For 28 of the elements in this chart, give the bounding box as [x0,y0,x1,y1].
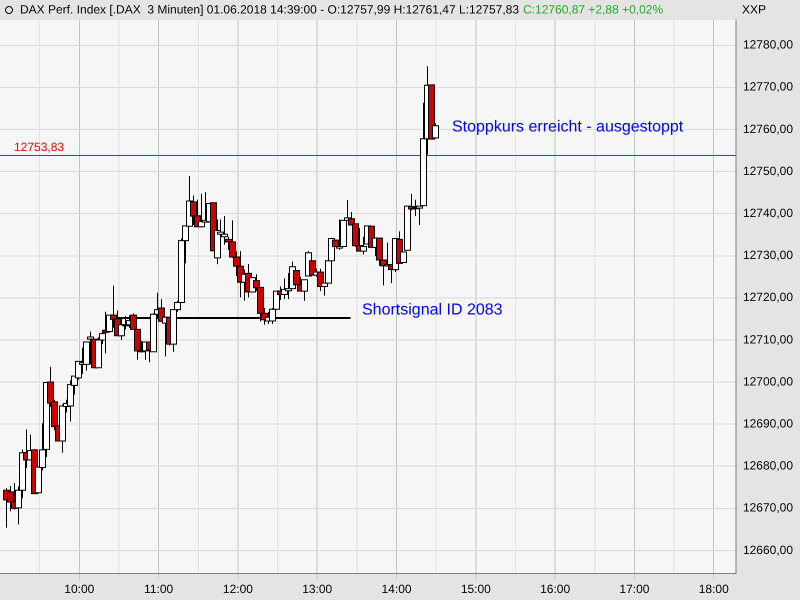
y-tick-label: 12710,00 [742,332,794,346]
y-tick-label: 12690,00 [742,416,794,430]
y-tick-label: 12730,00 [742,248,794,262]
y-tick-label: 12740,00 [742,206,794,220]
x-tick-label: 11:00 [144,582,174,596]
x-tick-label: 15:00 [460,582,492,596]
x-tick-label: 14:00 [382,582,412,596]
annotation: Stoppkurs erreicht - ausgestoppt [452,118,684,136]
x-tick-label: 18:00 [698,582,730,596]
y-tick-label: 12770,00 [742,80,794,94]
y-axis-title: XXP [742,2,766,16]
chart-subtitle: C:12760,87 +2,88 +0,02% [523,2,664,16]
x-tick-label: 13:00 [302,582,333,596]
ref-line-label: 12753,83 [14,140,64,154]
y-tick-label: 12680,00 [742,458,794,473]
x-tick-label: 16:00 [540,582,570,596]
y-tick-label: 12670,00 [742,500,794,515]
y-tick-label: 12720,00 [742,290,794,304]
y-tick-label: 12750,00 [742,164,794,178]
x-tick-label: 12:00 [222,582,254,596]
x-tick-label: 17:00 [619,582,650,596]
y-tick-label: 12780,00 [742,38,794,52]
x-tick-label: 10:00 [64,582,95,596]
annotation: Shortsignal ID 2083 [362,301,503,318]
y-tick-label: 12760,00 [742,122,794,136]
y-tick-label: 12660,00 [742,542,794,557]
chart-title: DAX Perf. Index [.DAX 3 Minuten] 01.06.2018 14:39:00 - O:12757,99 H:12761,47 L:12757,83 [20,2,520,16]
y-tick-label: 12700,00 [742,374,794,388]
